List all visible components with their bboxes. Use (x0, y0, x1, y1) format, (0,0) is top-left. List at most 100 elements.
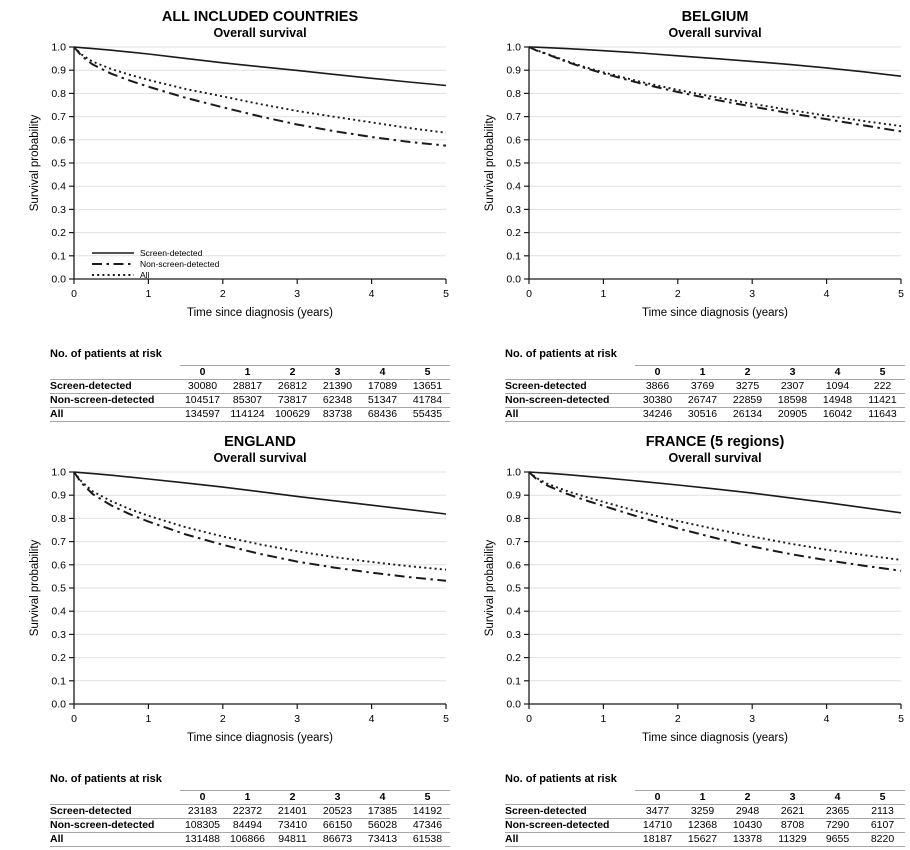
x-tick-label: 2 (220, 288, 226, 300)
x-tick-label: 1 (600, 713, 606, 725)
risk-column-header: 5 (860, 364, 905, 381)
y-tick-label: 0.7 (51, 111, 66, 123)
x-tick-label: 3 (749, 713, 755, 725)
risk-count: 61538 (405, 832, 450, 848)
y-tick-label: 0.3 (506, 204, 521, 216)
survival-curve-all (528, 471, 902, 561)
risk-row: Screen-detected 23183 22372 21401 20523 17385… (50, 804, 450, 820)
x-tick-label: 5 (898, 288, 904, 300)
x-tick-label: 3 (294, 288, 300, 300)
chart-subtitle: Overall survival (213, 451, 306, 465)
y-tick-label: 1.0 (51, 42, 66, 54)
y-tick-label: 0.2 (51, 652, 66, 664)
risk-header-spacer (50, 790, 180, 806)
y-tick-label: 0.2 (506, 227, 521, 239)
x-tick-label: 5 (898, 713, 904, 725)
risk-column-header: 3 (315, 789, 360, 806)
risk-column-header: 4 (360, 364, 405, 381)
y-tick-label: 0.5 (506, 583, 521, 595)
risk-count: 26134 (725, 407, 770, 423)
risk-row-label: Screen-detected (50, 379, 180, 395)
y-tick-label: 0.6 (506, 559, 521, 571)
risk-table-block: No. of patients at risk 0 1 2 3 4 5 Screen-dete… (505, 348, 905, 423)
risk-column-header: 1 (225, 364, 270, 381)
risk-count: 108305 (180, 818, 225, 834)
legend-label: Screen-detected (140, 248, 203, 258)
risk-column-header: 4 (360, 789, 405, 806)
risk-column-header: 5 (405, 789, 450, 806)
y-tick-label: 0.9 (506, 490, 521, 502)
y-axis-label: Survival probability (29, 539, 41, 636)
risk-row: Screen-detected 3866 3769 3275 2307 1094 222 (505, 379, 905, 395)
x-tick-label: 3 (294, 713, 300, 725)
y-tick-label: 0.9 (51, 490, 66, 502)
risk-count: 3259 (680, 804, 725, 820)
y-tick-label: 0.3 (51, 204, 66, 216)
risk-count: 222 (860, 379, 905, 395)
x-tick-label: 4 (824, 713, 830, 725)
y-tick-label: 0.5 (506, 158, 521, 170)
risk-row: All 18187 15627 13378 11329 9655 8220 (505, 832, 905, 848)
risk-count: 6107 (860, 818, 905, 834)
chart-title: BELGIUM (682, 9, 749, 25)
risk-count: 2113 (860, 804, 905, 820)
chart-title: ALL INCLUDED COUNTRIES (162, 9, 359, 25)
risk-count: 15627 (680, 832, 725, 848)
survival-curve-screen-detected (73, 46, 447, 87)
risk-header-spacer (505, 790, 635, 806)
y-tick-label: 0.7 (506, 111, 521, 123)
risk-count: 28817 (225, 379, 270, 395)
risk-column-header: 1 (680, 364, 725, 381)
risk-count: 2621 (770, 804, 815, 820)
risk-count: 2365 (815, 804, 860, 820)
risk-count: 94811 (270, 832, 315, 848)
risk-count: 3477 (635, 804, 680, 820)
risk-count: 8220 (860, 832, 905, 848)
risk-row: All 134597 114124 100629 83738 68436 55435 (50, 407, 450, 423)
x-tick-label: 2 (220, 713, 226, 725)
survival-curve-non-screen-detected (528, 46, 902, 133)
risk-row-label: Screen-detected (50, 804, 180, 820)
risk-row-label: Non-screen-detected (50, 393, 180, 409)
y-tick-label: 0.5 (51, 158, 66, 170)
y-tick-label: 0.3 (51, 629, 66, 641)
risk-count: 17385 (360, 804, 405, 820)
risk-row: Screen-detected 30080 28817 26812 21390 17089… (50, 379, 450, 395)
risk-count: 30080 (180, 379, 225, 395)
risk-column-header: 0 (180, 364, 225, 381)
y-tick-label: 0.9 (51, 65, 66, 77)
y-tick-label: 0.4 (506, 606, 521, 618)
risk-column-header: 0 (180, 789, 225, 806)
y-tick-label: 0.5 (51, 583, 66, 595)
x-tick-label: 5 (443, 713, 449, 725)
y-tick-label: 0.2 (51, 227, 66, 239)
y-tick-label: 0.6 (51, 134, 66, 146)
legend-label: Non-screen-detected (140, 259, 220, 269)
x-tick-label: 1 (145, 288, 151, 300)
survival-curve-non-screen-detected (528, 471, 902, 572)
y-tick-label: 0.4 (51, 606, 66, 618)
risk-count: 51347 (360, 393, 405, 409)
y-tick-label: 0.7 (51, 536, 66, 548)
risk-count: 30516 (680, 407, 725, 423)
risk-column-header: 5 (405, 364, 450, 381)
risk-count: 41784 (405, 393, 450, 409)
risk-row: Non-screen-detected 108305 84494 73410 66150… (50, 818, 450, 834)
risk-count: 2307 (770, 379, 815, 395)
risk-column-header: 3 (770, 364, 815, 381)
risk-count: 68436 (360, 407, 405, 423)
x-axis-label: Time since diagnosis (years) (642, 732, 788, 744)
y-tick-label: 1.0 (506, 42, 521, 54)
risk-table: 0 1 2 3 4 5 Screen-detected 30080 28817 26812 2139… (50, 364, 450, 423)
risk-count: 16042 (815, 407, 860, 423)
x-tick-label: 4 (369, 713, 375, 725)
risk-column-header: 3 (770, 789, 815, 806)
y-tick-label: 0.1 (506, 675, 521, 687)
risk-count: 21390 (315, 379, 360, 395)
x-tick-label: 3 (749, 288, 755, 300)
risk-table-caption: No. of patients at risk (505, 348, 617, 360)
y-tick-label: 0.0 (506, 274, 521, 286)
